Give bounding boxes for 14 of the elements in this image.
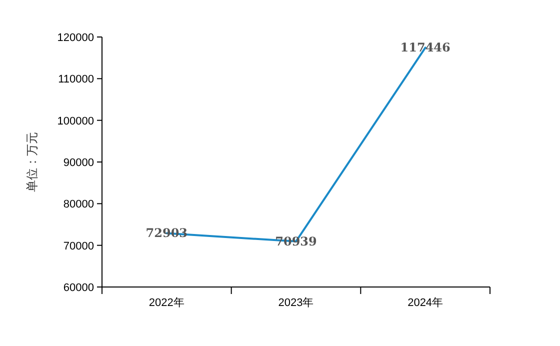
y-tick-label: 120000 <box>57 32 94 44</box>
y-tick-label: 60000 <box>63 282 94 294</box>
y-tick-label: 110000 <box>58 74 94 86</box>
x-tick-label: 2023年 <box>278 297 314 309</box>
x-tick-label: 2022年 <box>148 297 184 309</box>
x-tick-label: 2024年 <box>408 297 444 309</box>
y-tick-label: 100000 <box>57 115 94 128</box>
y-tick-label: 90000 <box>63 157 94 169</box>
y-tick-label: 70000 <box>63 240 94 252</box>
y-tick-label: 80000 <box>63 198 94 211</box>
data-label: 70939 <box>275 234 317 248</box>
data-label: 117446 <box>400 40 450 55</box>
data-label: 72903 <box>146 226 188 240</box>
y-axis-title: 单位：万元 <box>25 132 39 192</box>
